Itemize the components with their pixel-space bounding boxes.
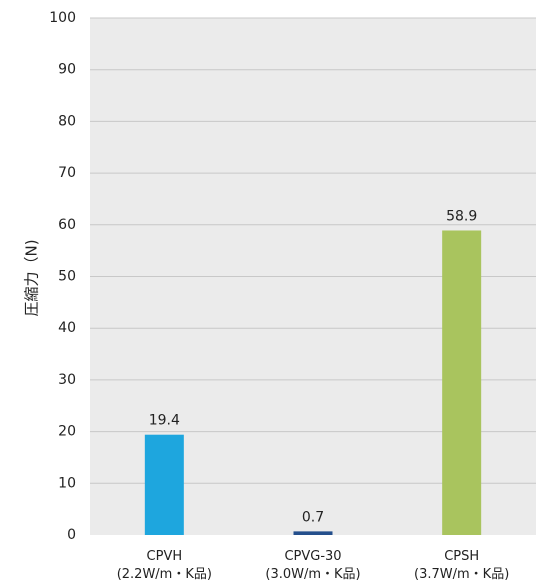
data-label: 0.7: [302, 509, 324, 525]
y-axis-title: 圧縮力（N): [23, 239, 41, 316]
x-tick-sublabel: (2.2W/m・K品): [117, 567, 212, 582]
y-tick-label: 90: [58, 62, 76, 78]
y-tick-label: 100: [49, 10, 76, 26]
y-tick-label: 20: [58, 424, 76, 440]
x-tick-sublabel: (3.0W/m・K品): [265, 567, 360, 582]
y-tick-label: 70: [58, 165, 76, 181]
data-label: 19.4: [149, 413, 180, 429]
bar: [144, 434, 184, 535]
y-tick-label: 0: [67, 527, 76, 543]
x-tick-label: CPVG-30: [284, 549, 341, 564]
y-tick-label: 30: [58, 372, 76, 388]
y-tick-label: 80: [58, 113, 76, 129]
x-tick-label: CPSH: [444, 549, 479, 564]
y-tick-label: 50: [58, 269, 76, 285]
y-tick-label: 10: [58, 475, 76, 491]
plot-area: 0 10 20 30 40 50 60 70 80 90 100 19.4 CPVH (2.2W/m・K品…: [49, 10, 536, 582]
data-label: 58.9: [446, 208, 477, 224]
y-tick-label: 40: [58, 320, 76, 336]
bar: [442, 230, 482, 535]
x-tick-label: CPVH: [147, 549, 183, 564]
x-tick-sublabel: (3.7W/m・K品): [414, 567, 509, 582]
bar: [293, 531, 333, 535]
y-tick-label: 60: [58, 217, 76, 233]
